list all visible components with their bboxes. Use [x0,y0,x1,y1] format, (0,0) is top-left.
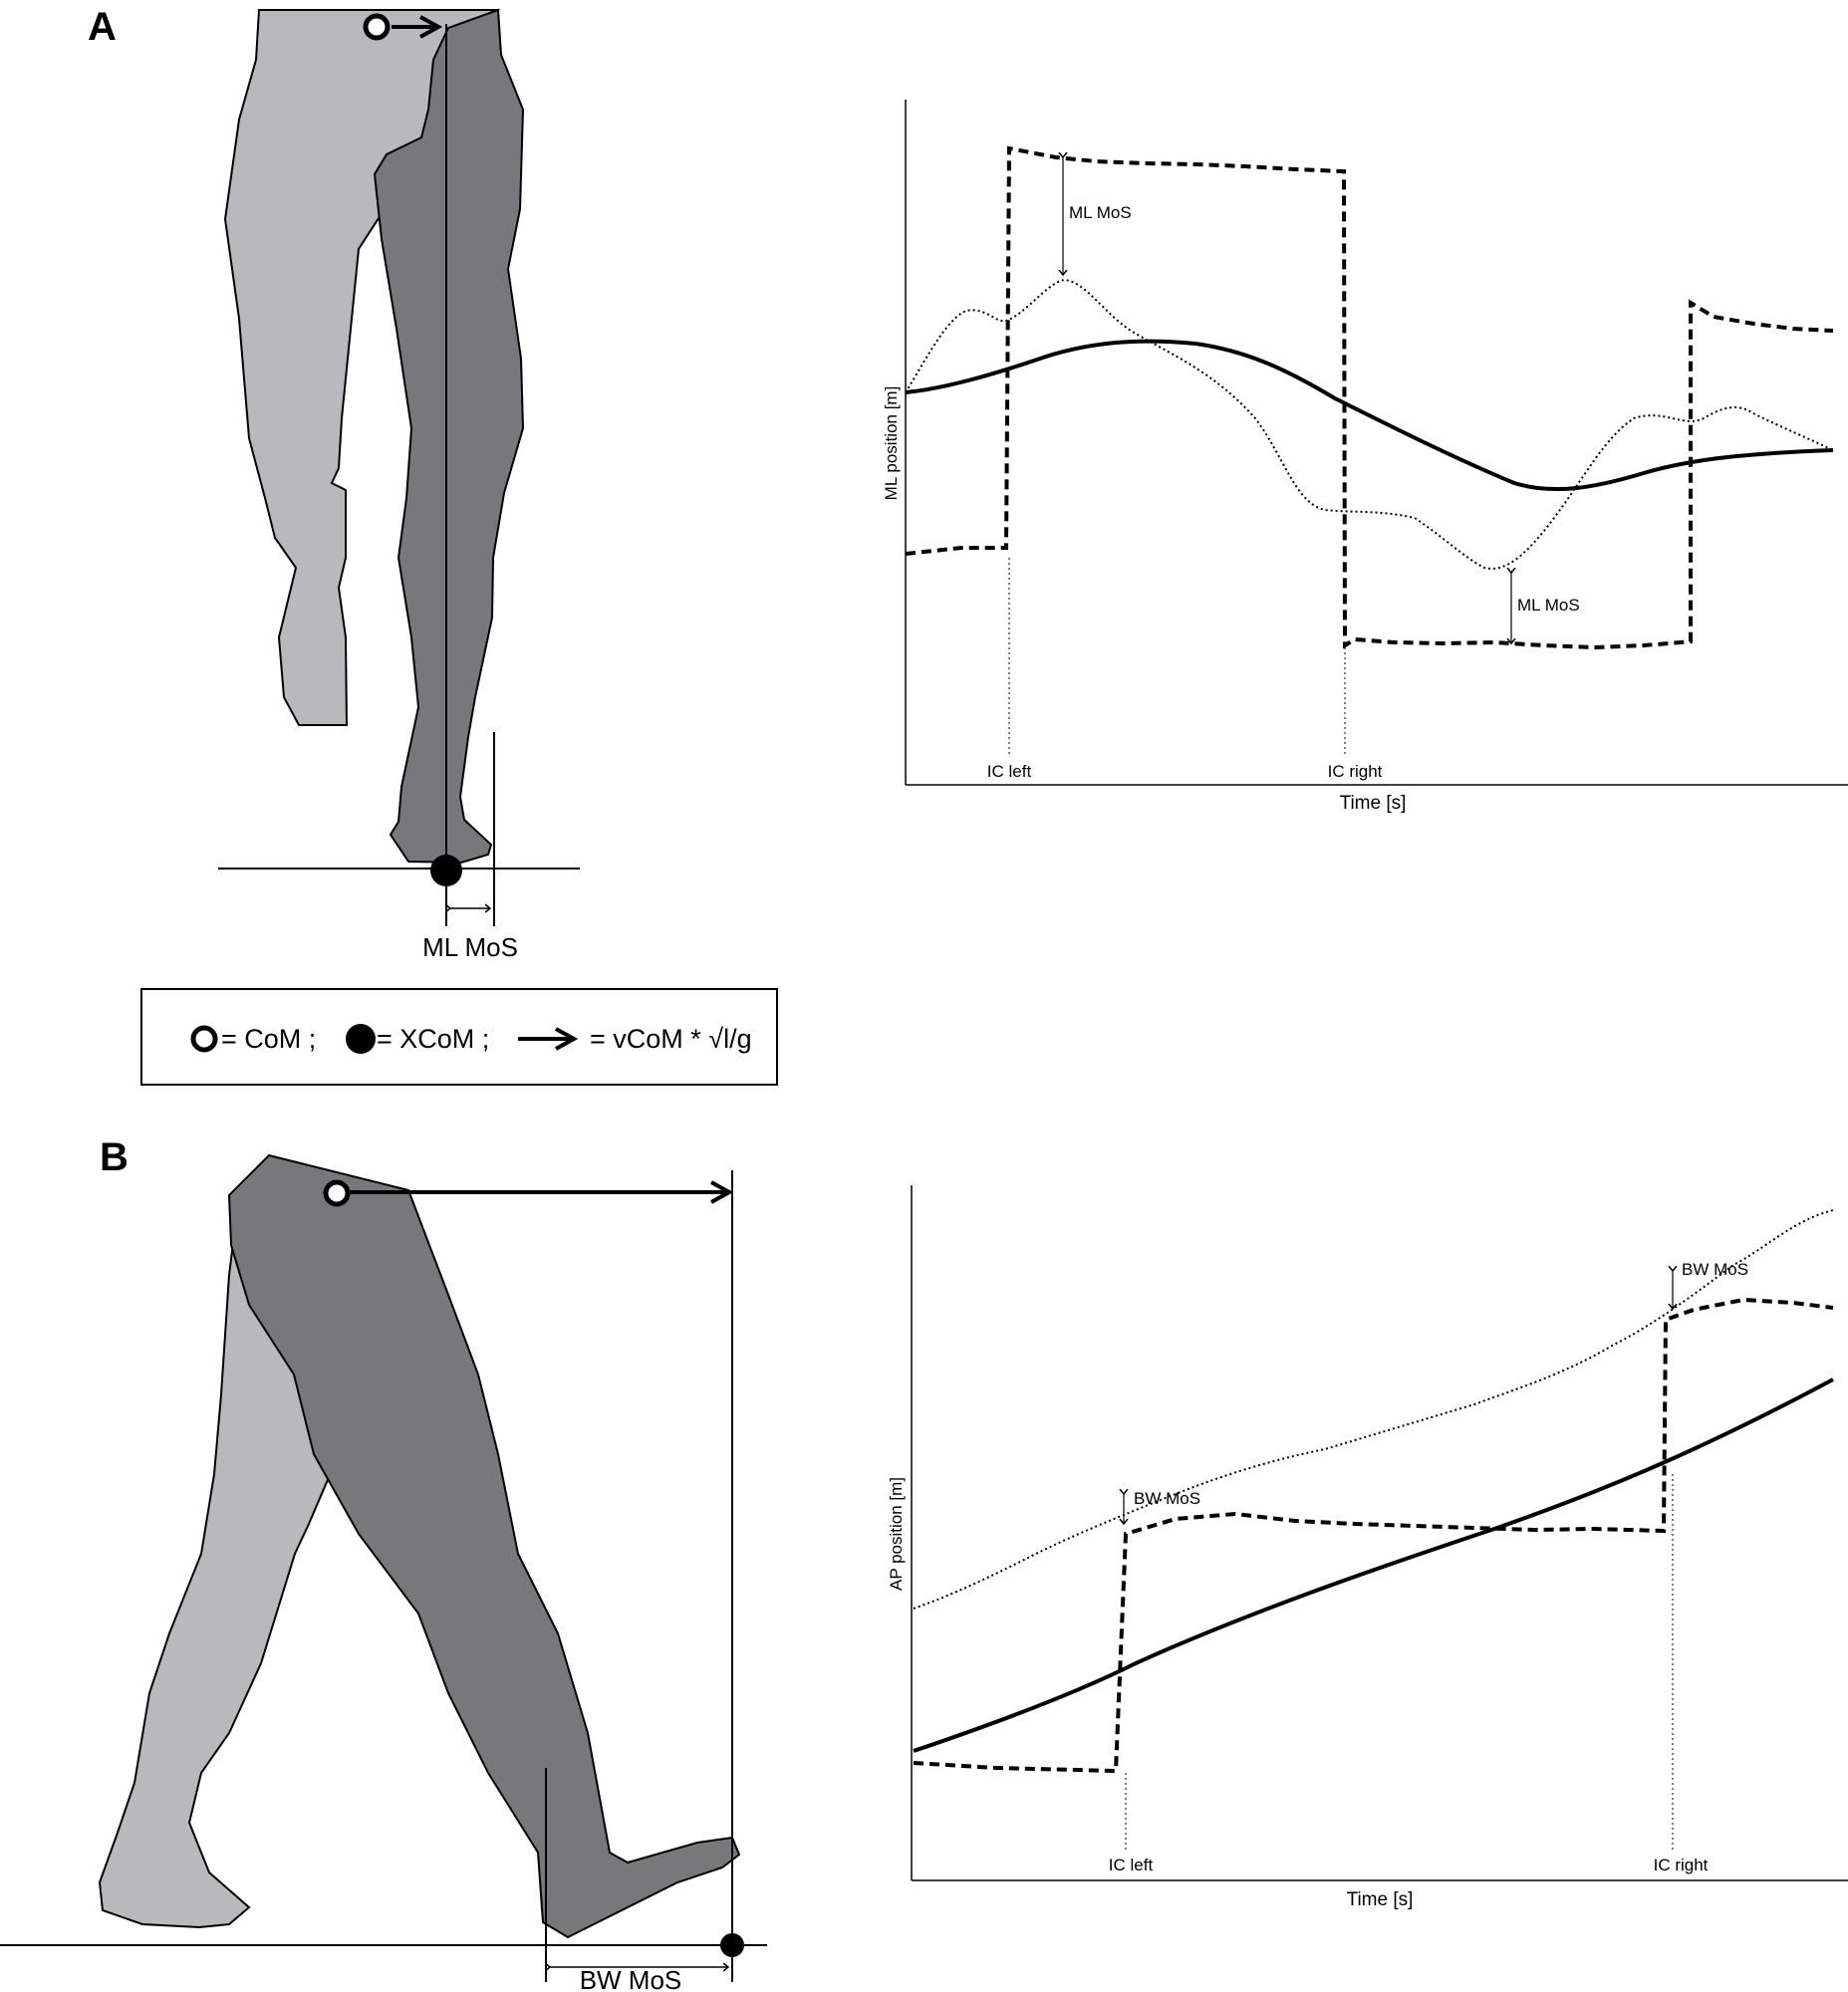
chart-b-annotation-left: BW MoS [1134,1489,1200,1508]
panel-b-diagram-lines [0,1170,767,1982]
legend-xcom: = XCoM ; [377,1024,489,1054]
ml-mos-figure-label: ML MoS [422,932,518,962]
chart-a-ylabel: ML position [m] [882,386,901,501]
panel-a-diagram-lines [218,13,580,926]
xcom-filled-circle-icon [430,855,462,886]
dark-leg-a [373,8,525,865]
legend-xcom-icon [346,1024,376,1054]
chart-a-annotation-upper: ML MoS [1069,203,1132,222]
chart-a-event-right: IC right [1328,762,1383,781]
legend-vcom: = vCoM * √l/g [590,1024,752,1054]
chart-a [905,100,1848,786]
legend-com: = CoM ; [221,1024,316,1054]
chart-b-bos-line [913,1297,1834,1774]
panel-a-label: A [88,5,117,49]
chart-b-annotation-right: BW MoS [1682,1260,1748,1279]
light-leg-a [223,9,501,726]
chart-b [911,1185,1848,1881]
chart-a-xlabel: Time [s] [1340,793,1407,814]
panel-a-legs [223,8,525,865]
chart-b-ylabel: AP position [m] [887,1477,906,1591]
chart-a-annotation-lower: ML MoS [1517,596,1580,615]
panel-b-label: B [100,1135,129,1179]
chart-a-bos-line [905,145,1834,650]
chart-a-xcom-line [905,278,1834,570]
xcom-filled-circle-icon [720,1933,744,1957]
chart-b-xlabel: Time [s] [1347,1889,1414,1910]
chart-b-event-right: IC right [1654,1856,1709,1874]
chart-b-xcom-line [913,1209,1834,1610]
legend-box: = CoM ; = XCoM ; = vCoM * √l/g [140,988,778,1086]
legend-com-icon [190,1025,218,1053]
panel-b-legs [98,1153,741,1939]
chart-a-com-line [905,339,1834,492]
dark-leg-b [227,1153,741,1939]
com-open-circle-icon [363,13,391,41]
chart-b-com-line [913,1377,1834,1753]
com-open-circle-icon [323,1179,351,1207]
bw-mos-figure-label: BW MoS [580,1965,682,1992]
chart-a-event-left: IC left [987,762,1032,781]
chart-b-event-left: IC left [1109,1856,1154,1874]
